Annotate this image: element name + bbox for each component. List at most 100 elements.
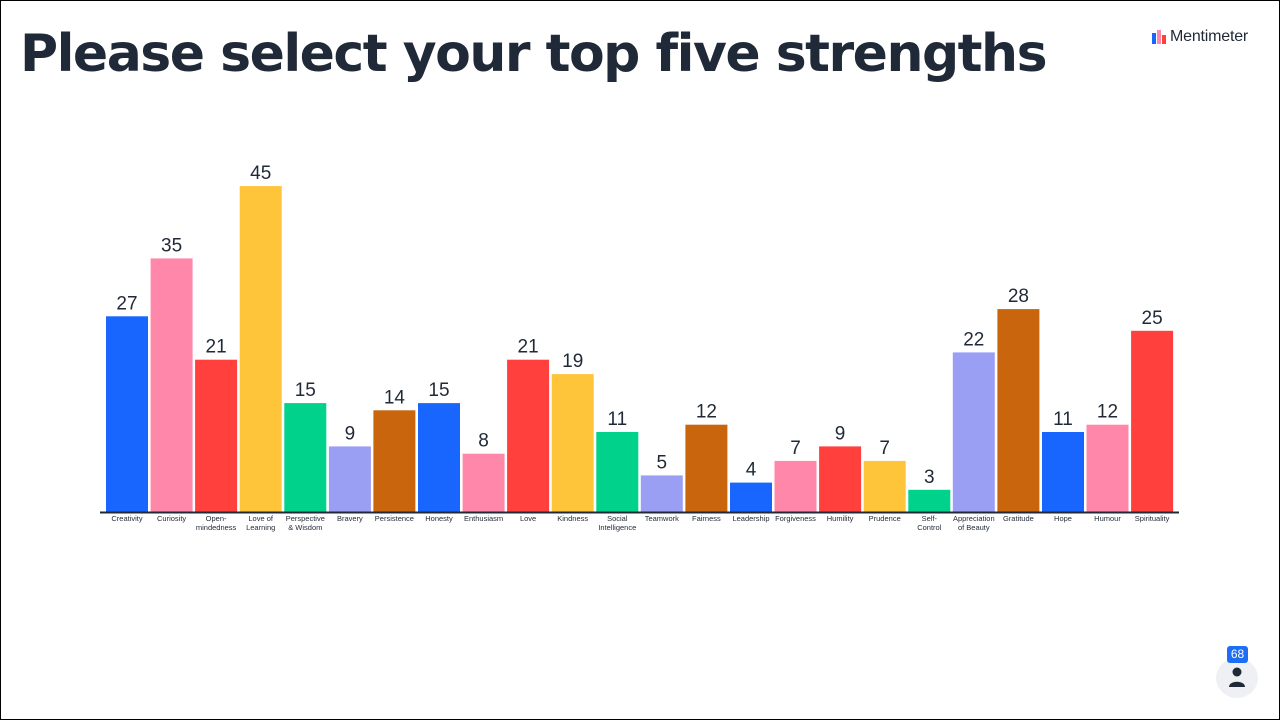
category-label: Bravery — [337, 514, 363, 523]
bar-17 — [863, 460, 906, 512]
bar-9 — [507, 359, 550, 512]
category-label-line: of Beauty — [958, 523, 990, 532]
category-label-line: Creativity — [111, 514, 143, 523]
category-label-line: Intelligence — [598, 523, 636, 532]
category-label-line: Spirituality — [1135, 514, 1170, 523]
category-label-line: Prudence — [869, 514, 901, 523]
category-label-line: Curiosity — [157, 514, 186, 523]
brand: Mentimeter — [1152, 28, 1248, 46]
category-label: Self-Control — [917, 514, 942, 532]
bar-value-label: 4 — [746, 460, 757, 481]
bar-23 — [1131, 330, 1174, 512]
bar-18 — [908, 489, 951, 512]
category-label: Spirituality — [1135, 514, 1170, 523]
category-label: Social Intelligence — [598, 514, 636, 532]
mentimeter-logo-icon — [1152, 30, 1166, 44]
category-label-line: Enthusiasm — [464, 514, 503, 523]
bar-20 — [997, 309, 1040, 512]
category-label: Humility — [827, 514, 854, 523]
participants-button[interactable] — [1216, 658, 1258, 698]
bar-1 — [150, 258, 193, 512]
bar-22 — [1086, 424, 1129, 512]
category-label-line: Humour — [1094, 514, 1121, 523]
bar-0 — [106, 316, 148, 512]
category-label: Forgiveness — [775, 514, 816, 523]
category-label-line: Honesty — [425, 514, 453, 523]
category-label-line: mindedness — [196, 523, 237, 532]
bar-value-label: 11 — [1053, 409, 1073, 430]
category-label: Perspective & Wisdom — [286, 514, 325, 532]
bar-value-label: 15 — [428, 380, 449, 401]
brand-name: Mentimeter — [1170, 28, 1249, 45]
category-label: Curiosity — [157, 514, 186, 523]
category-label: Open-mindedness — [196, 514, 237, 532]
category-label: Gratitude — [1003, 514, 1034, 523]
bar-14 — [730, 482, 772, 512]
bar-value-label: 28 — [1008, 286, 1029, 307]
category-label-line: Love of — [248, 514, 274, 523]
category-label: Appreciation of Beauty — [953, 514, 995, 532]
category-label-line: Learning — [246, 523, 275, 532]
bar-value-label: 25 — [1142, 308, 1163, 329]
bar-value-label: 5 — [657, 452, 668, 473]
bar-15 — [774, 460, 817, 512]
category-label: Teamwork — [645, 514, 679, 523]
category-label-line: Humility — [827, 514, 854, 523]
bar-value-label: 3 — [924, 467, 935, 488]
bar-value-label: 7 — [790, 438, 801, 459]
category-label-line: Love — [520, 514, 536, 523]
category-label: Leadership — [732, 514, 769, 523]
bar-8 — [462, 453, 505, 512]
bar-value-label: 19 — [562, 351, 583, 372]
bar-21 — [1042, 432, 1084, 512]
bar-value-label: 9 — [835, 423, 846, 444]
bar-value-label: 35 — [161, 235, 182, 256]
category-label: Creativity — [111, 514, 143, 523]
participant-count-badge: 68 — [1227, 646, 1248, 663]
category-label-line: Perspective — [286, 514, 325, 523]
category-label-line: Appreciation — [953, 514, 995, 523]
category-label: Fairness — [692, 514, 721, 523]
bar-value-label: 27 — [116, 293, 137, 314]
bar-value-label: 8 — [478, 431, 489, 452]
category-label-line: Persistence — [375, 514, 414, 523]
category-label: Prudence — [869, 514, 901, 523]
bar-10 — [551, 374, 594, 512]
bar-value-label: 45 — [250, 163, 271, 184]
category-label-line: Leadership — [732, 514, 769, 523]
bar-13 — [685, 424, 728, 512]
category-label: Honesty — [425, 514, 453, 523]
category-label-line: Kindness — [557, 514, 588, 523]
bar-6 — [373, 410, 416, 512]
bar-value-label: 15 — [295, 380, 316, 401]
bar-value-label: 11 — [607, 409, 627, 430]
category-label-line: Self- — [922, 514, 938, 523]
bar-value-label: 22 — [963, 329, 984, 350]
category-label-line: Open- — [206, 514, 227, 523]
category-label-line: Fairness — [692, 514, 721, 523]
bar-3 — [239, 186, 282, 512]
bar-value-label: 14 — [384, 387, 406, 408]
bar-16 — [819, 446, 862, 512]
bar-5 — [328, 446, 371, 512]
category-label-line: Gratitude — [1003, 514, 1034, 523]
category-label-line: Teamwork — [645, 514, 679, 523]
category-label-line: & Wisdom — [288, 523, 322, 532]
category-label-line: Bravery — [337, 514, 363, 523]
slide-title: Please select your top five strengths — [20, 24, 1048, 84]
category-label: Humour — [1094, 514, 1121, 523]
category-label: Enthusiasm — [464, 514, 503, 523]
category-label: Love of Learning — [246, 514, 275, 532]
category-label-line: Hope — [1054, 514, 1072, 523]
bar-11 — [596, 432, 639, 512]
category-label-line: Control — [917, 523, 942, 532]
bar-4 — [284, 403, 327, 512]
category-label-line: Social — [607, 514, 628, 523]
person-icon — [1229, 667, 1245, 687]
bar-value-label: 12 — [696, 402, 717, 423]
category-label: Love — [520, 514, 536, 523]
bar-19 — [952, 352, 995, 512]
bar-2 — [195, 359, 238, 512]
bar-value-label: 21 — [518, 337, 539, 358]
